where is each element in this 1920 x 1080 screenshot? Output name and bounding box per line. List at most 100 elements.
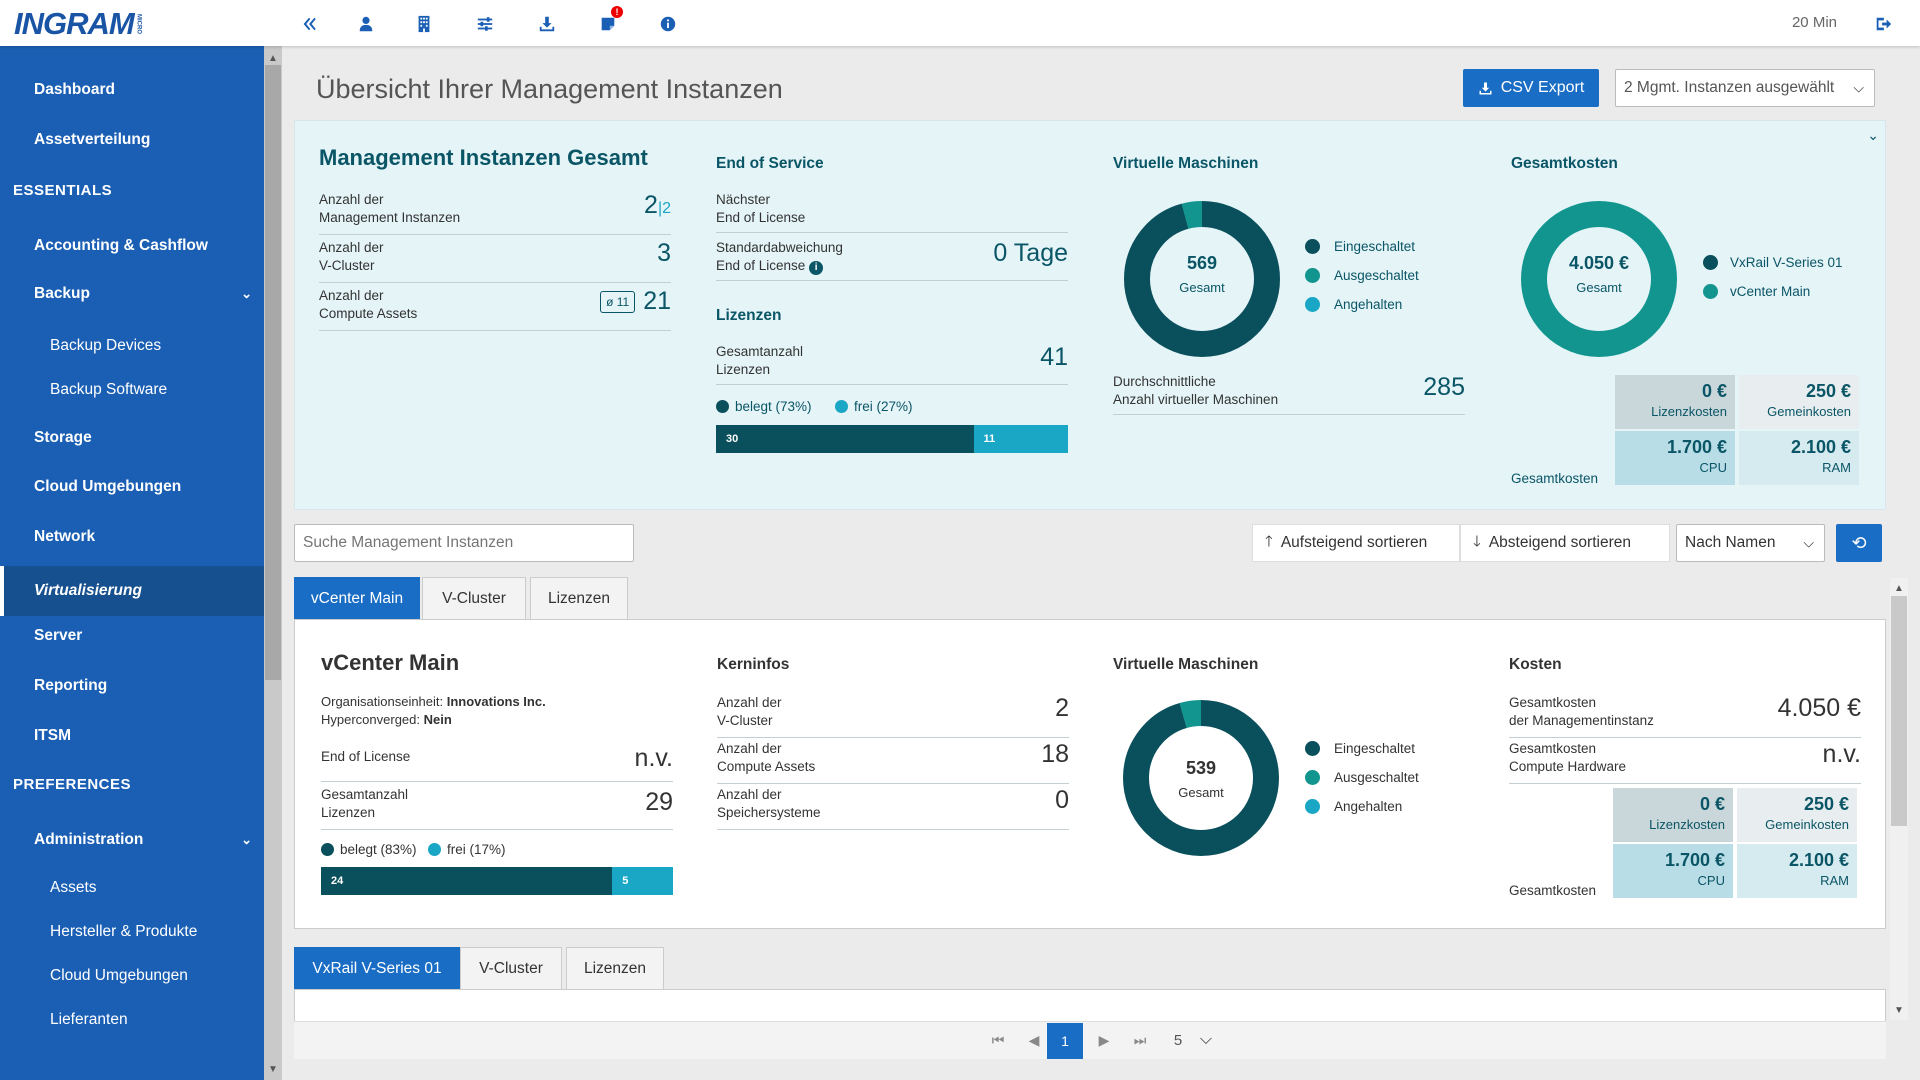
sidebar-item-label: Assetverteilung [34, 131, 151, 148]
sidebar-item-backup-software[interactable]: Backup Software [0, 370, 264, 410]
search-input[interactable] [294, 524, 634, 562]
legend-dot [1703, 255, 1718, 270]
bar-free-segment: 5 [612, 867, 673, 895]
last-page-icon[interactable]: ⏭ [1133, 1031, 1147, 1048]
stat-value: 18 [1041, 740, 1069, 768]
stat-label-group: Anzahl der Management Instanzen [319, 191, 460, 227]
licenses-row: Gesamtanzahl Lizenzen 29 [321, 786, 673, 830]
stat-value: n.v. [634, 744, 673, 772]
sidebar-item-storage[interactable]: Storage [0, 418, 264, 458]
scroll-up-arrow-icon[interactable]: ▲ [268, 52, 278, 64]
sidebar-item-itsm[interactable]: ITSM [0, 716, 264, 756]
hyperconverged: Hyperconverged: Nein [321, 712, 452, 727]
sidebar-item-label: Cloud Umgebungen [34, 478, 182, 495]
sidebar-item-administration[interactable]: Administration ⌄ [0, 820, 264, 860]
sidebar-item-accounting-cashflow[interactable]: Accounting & Cashflow [0, 226, 264, 266]
prev-page-icon[interactable]: ◀ [1028, 1031, 1040, 1048]
sidebar-item-reporting[interactable]: Reporting [0, 666, 264, 706]
vm-title: Virtuelle Maschinen [1113, 155, 1259, 172]
logo-text: INGRAM [14, 6, 135, 41]
tab-v-cluster[interactable]: V-Cluster [422, 577, 526, 619]
vm-legend-item: Eingeschaltet [1305, 239, 1415, 254]
sidebar-item-backup-devices[interactable]: Backup Devices [0, 326, 264, 366]
download-icon[interactable] [534, 11, 560, 37]
hyper-label: Hyperconverged: [321, 712, 424, 727]
sort-by-value: Nach Namen [1685, 534, 1776, 551]
tab-lizenzen[interactable]: Lizenzen [566, 947, 664, 989]
scroll-down-arrow-icon[interactable]: ▼ [1894, 1004, 1904, 1016]
sidebar-item-virtualisierung[interactable]: Virtualisierung [0, 566, 264, 616]
scroll-down-arrow-icon[interactable]: ▼ [268, 1063, 278, 1075]
info-icon[interactable]: i [809, 261, 824, 275]
tab-vcenter-main[interactable]: vCenter Main [294, 577, 420, 619]
sort-descending-button[interactable]: 🡓 Absteigend sortieren [1460, 524, 1670, 562]
content-scrollbar-thumb[interactable] [1891, 596, 1907, 826]
cost-label: Lizenzkosten [1649, 817, 1725, 832]
double-chevron-left-icon[interactable] [296, 11, 322, 37]
instances-select[interactable]: 2 Mgmt. Instanzen ausgewählt ⌵ [1615, 69, 1875, 107]
cost-label: RAM [1822, 460, 1851, 475]
sidebar-item-server[interactable]: Server [0, 616, 264, 656]
collapse-chevron-icon[interactable]: ⌄ [1867, 127, 1879, 143]
page-size-value[interactable]: 5 [1173, 1031, 1183, 1049]
ingram-micro-logo[interactable]: INGRAM MICRO [14, 6, 142, 42]
tab-vxrail-v-series-01[interactable]: VxRail V-Series 01 [294, 947, 460, 989]
chevron-down-icon[interactable]: ⌵ [1199, 1031, 1213, 1048]
legend-label: Ausgeschaltet [1334, 268, 1419, 283]
mgmt-stat-row: Anzahl der V-Cluster 3 [319, 239, 671, 283]
csv-export-button[interactable]: CSV Export [1463, 69, 1599, 107]
cost-box: 1.700 € CPU [1613, 844, 1733, 898]
sliders-icon[interactable] [472, 11, 498, 37]
user-icon[interactable] [353, 11, 379, 37]
legend-label: vCenter Main [1730, 284, 1811, 299]
sidebar-item-cloud-umgebungen[interactable]: Cloud Umgebungen [0, 467, 264, 507]
sidebar-scrollbar-thumb[interactable] [265, 65, 281, 680]
legend-label: Angehalten [1334, 799, 1403, 814]
page-1-button[interactable]: 1 [1047, 1023, 1083, 1059]
stat-label: Nächster [716, 192, 771, 207]
org-label: Organisationseinheit: [321, 694, 447, 709]
sidebar-item-assetverteilung[interactable]: Assetverteilung [0, 120, 264, 160]
session-timer: 20 Min [1791, 14, 1837, 31]
stat-label: Lizenzen [321, 805, 376, 820]
stat-label: Anzahl der [319, 240, 384, 255]
next-page-icon[interactable]: ▶ [1098, 1031, 1110, 1048]
sidebar-item-lieferanten[interactable]: Lieferanten [0, 1000, 264, 1040]
sidebar-item-network[interactable]: Network [0, 517, 264, 557]
sort-by-select[interactable]: Nach Namen ⌵ [1676, 524, 1825, 562]
cost-box: 1.700 € CPU [1615, 431, 1735, 485]
kerninfo-row: Anzahl der Compute Assets 18 [717, 740, 1069, 784]
scroll-up-arrow-icon[interactable]: ▲ [1894, 582, 1904, 594]
first-page-icon[interactable]: ⏮ [991, 1031, 1005, 1048]
logout-icon[interactable] [1870, 11, 1896, 37]
sidebar-item-dashboard[interactable]: Dashboard [0, 70, 264, 110]
sort-ascending-button[interactable]: 🡑 Aufsteigend sortieren [1252, 524, 1460, 562]
tab-label: Lizenzen [583, 959, 647, 977]
legend-label: Angehalten [1334, 297, 1403, 312]
sidebar-item-label: Backup [34, 285, 90, 302]
donut-slice-paused [1123, 700, 1279, 856]
stat-label: Gesamtanzahl [716, 344, 804, 359]
refresh-button[interactable]: ⟲ [1836, 524, 1882, 562]
stat-value-group: 3 [657, 239, 671, 268]
notes-icon[interactable]: ! [595, 6, 623, 37]
sidebar-item-hersteller-produkte[interactable]: Hersteller & Produkte [0, 912, 264, 952]
stat-value: 41 [1040, 343, 1068, 371]
cost-value: 250 € [1803, 794, 1849, 814]
legend-label: frei (27%) [854, 399, 913, 414]
cost-box: 250 € Gemeinkosten [1737, 788, 1857, 842]
info-icon[interactable] [655, 11, 681, 37]
legend-used: belegt (83%) [321, 842, 417, 857]
stat-label: Anzahl der [717, 787, 782, 802]
sidebar-item-assets[interactable]: Assets [0, 868, 264, 908]
cost-footer-label: Gesamtkosten [1511, 471, 1599, 486]
donut-slice-on [1123, 700, 1279, 856]
legend-vxrail: VxRail V-Series 01 [1703, 255, 1843, 270]
sidebar-item-label: Backup Software [50, 381, 168, 398]
tab-lizenzen[interactable]: Lizenzen [530, 577, 628, 619]
sidebar-item-backup[interactable]: Backup ⌄ [0, 274, 264, 314]
tab-v-cluster[interactable]: V-Cluster [460, 947, 562, 989]
sidebar-item-cloud-umgebungen[interactable]: Cloud Umgebungen [0, 956, 264, 996]
building-icon[interactable] [411, 11, 437, 37]
legend-dot [1305, 770, 1320, 785]
